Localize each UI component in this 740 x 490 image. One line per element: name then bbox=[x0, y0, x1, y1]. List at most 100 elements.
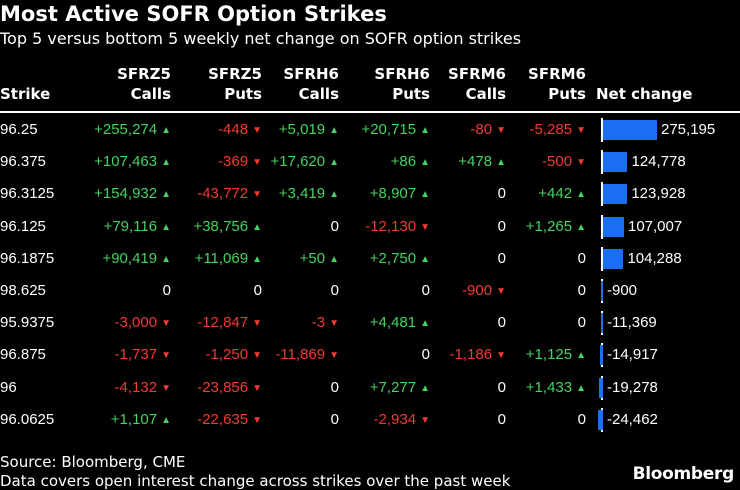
column-header-line1: SFRM6 bbox=[528, 65, 586, 83]
table-cell: +5,019 ▲ bbox=[279, 120, 339, 142]
column-header-line1: SFRH6 bbox=[283, 65, 339, 83]
header-rule bbox=[0, 111, 740, 113]
table-cell: -80 ▼ bbox=[470, 120, 506, 142]
table-cell: +4,481 ▲ bbox=[370, 313, 430, 335]
column-header-line2: Puts bbox=[548, 85, 586, 103]
cell-value: 0 bbox=[497, 410, 506, 428]
table-cell: 0 bbox=[578, 410, 586, 430]
up-arrow-icon: ▲ bbox=[252, 221, 262, 233]
cell-value: +50 bbox=[299, 249, 326, 267]
column-header: SFRH6 Calls bbox=[283, 64, 339, 104]
bloomberg-logo: Bloomberg bbox=[632, 464, 735, 484]
down-arrow-icon: ▼ bbox=[252, 189, 262, 201]
table-cell: +442 ▲ bbox=[538, 184, 586, 206]
cell-value: +1,265 bbox=[525, 217, 573, 235]
up-arrow-icon: ▲ bbox=[420, 253, 430, 265]
table-cell: +7,277 ▲ bbox=[370, 378, 430, 400]
down-arrow-icon: ▼ bbox=[496, 286, 506, 297]
table-cell: -1,250 ▼ bbox=[206, 345, 262, 367]
table-cell: +1,265 ▲ bbox=[526, 217, 586, 239]
strike-value: 96 bbox=[0, 378, 17, 396]
table-cell: -1,186 ▼ bbox=[450, 345, 506, 367]
table-cell: 0 bbox=[498, 184, 506, 204]
cell-value: -4,132 bbox=[114, 378, 158, 396]
column-header: SFRM6 Calls bbox=[448, 64, 506, 104]
up-arrow-icon: ▲ bbox=[329, 125, 339, 136]
cell-value: +1,433 bbox=[525, 378, 573, 396]
net-change-label: 123,928 bbox=[631, 185, 686, 203]
net-change-bar bbox=[603, 120, 657, 140]
cell-value: 0 bbox=[253, 282, 262, 299]
up-arrow-icon: ▲ bbox=[161, 221, 171, 233]
cell-value: 0 bbox=[497, 217, 506, 235]
cell-value: 0 bbox=[577, 410, 586, 428]
bar-baseline bbox=[601, 182, 603, 207]
cell-value: -12,130 bbox=[365, 217, 417, 235]
net-change-label: 107,007 bbox=[627, 217, 683, 235]
table-cell: 0 bbox=[498, 410, 506, 430]
net-change-bar bbox=[598, 409, 603, 430]
net-change-label: -14,917 bbox=[607, 346, 658, 364]
up-arrow-icon: ▲ bbox=[420, 382, 430, 394]
net-change-label: -19,278 bbox=[607, 378, 658, 396]
cell-value: +7,277 bbox=[369, 378, 417, 396]
column-header-line1 bbox=[596, 64, 692, 84]
cell-value: -22,635 bbox=[197, 410, 249, 428]
table-cell: -11,869 ▼ bbox=[275, 345, 339, 367]
up-arrow-icon: ▲ bbox=[329, 253, 339, 265]
cell-value: 0 bbox=[330, 410, 339, 428]
cell-value: 0 bbox=[330, 217, 339, 235]
cell-value: -1,737 bbox=[114, 346, 158, 364]
cell-value: -900 bbox=[462, 282, 493, 299]
down-arrow-icon: ▼ bbox=[161, 318, 171, 330]
cell-value: 0 bbox=[421, 346, 430, 364]
up-arrow-icon: ▲ bbox=[161, 253, 171, 265]
table-cell: +478 ▲ bbox=[458, 152, 506, 174]
cell-value: +478 bbox=[458, 153, 493, 171]
net-change-bar bbox=[603, 248, 624, 269]
cell-value: 0 bbox=[497, 314, 506, 332]
column-header-line2: Puts bbox=[224, 85, 262, 103]
cell-value: +11,069 bbox=[194, 249, 249, 267]
table-cell: -3 ▼ bbox=[312, 313, 339, 335]
cell-value: +154,932 bbox=[94, 185, 158, 203]
table-cell: +17,620 ▲ bbox=[270, 152, 339, 174]
table-cell: +1,107 ▲ bbox=[111, 410, 171, 432]
net-change-bar bbox=[603, 152, 628, 173]
cell-value: -43,772 bbox=[197, 185, 249, 203]
table-cell: +107,463 ▲ bbox=[94, 152, 171, 174]
data-note: Data covers open interest change across … bbox=[0, 472, 511, 490]
cell-value: 0 bbox=[497, 185, 506, 203]
column-header: SFRM6 Puts bbox=[528, 64, 586, 104]
cell-value: +255,274 bbox=[94, 121, 158, 138]
cell-value: +86 bbox=[390, 153, 417, 171]
column-header: Net change bbox=[596, 64, 692, 104]
net-change-bar bbox=[603, 184, 628, 205]
strike-value: 95.9375 bbox=[0, 314, 55, 332]
up-arrow-icon: ▲ bbox=[252, 253, 262, 265]
up-arrow-icon: ▲ bbox=[161, 189, 171, 201]
up-arrow-icon: ▲ bbox=[329, 157, 339, 169]
table-cell: -5,285 ▼ bbox=[530, 120, 586, 142]
table-cell: -12,130 ▼ bbox=[365, 217, 430, 239]
strike-value: 96.25 bbox=[0, 121, 38, 138]
table-cell: 0 bbox=[578, 249, 586, 269]
cell-value: +4,481 bbox=[369, 314, 417, 332]
table-cell: -23,856 ▼ bbox=[197, 378, 262, 400]
table-cell: 0 bbox=[498, 217, 506, 237]
table-cell: +255,274 ▲ bbox=[94, 120, 171, 142]
table-cell: -3,000 ▼ bbox=[115, 313, 171, 335]
down-arrow-icon: ▼ bbox=[420, 414, 430, 426]
table-cell: -369 ▼ bbox=[218, 152, 262, 174]
column-header-line2: Strike bbox=[0, 85, 51, 103]
cell-value: -369 bbox=[218, 153, 249, 171]
cell-value: +1,107 bbox=[110, 410, 158, 428]
down-arrow-icon: ▼ bbox=[329, 318, 339, 330]
up-arrow-icon: ▲ bbox=[420, 157, 430, 169]
column-header-line2: Puts bbox=[392, 85, 430, 103]
strike-value: 96.375 bbox=[0, 153, 46, 171]
cell-value: 0 bbox=[330, 282, 339, 299]
table-cell: -500 ▼ bbox=[542, 152, 586, 174]
table-cell: 0 bbox=[331, 378, 339, 398]
table-cell: 0 bbox=[422, 281, 430, 301]
